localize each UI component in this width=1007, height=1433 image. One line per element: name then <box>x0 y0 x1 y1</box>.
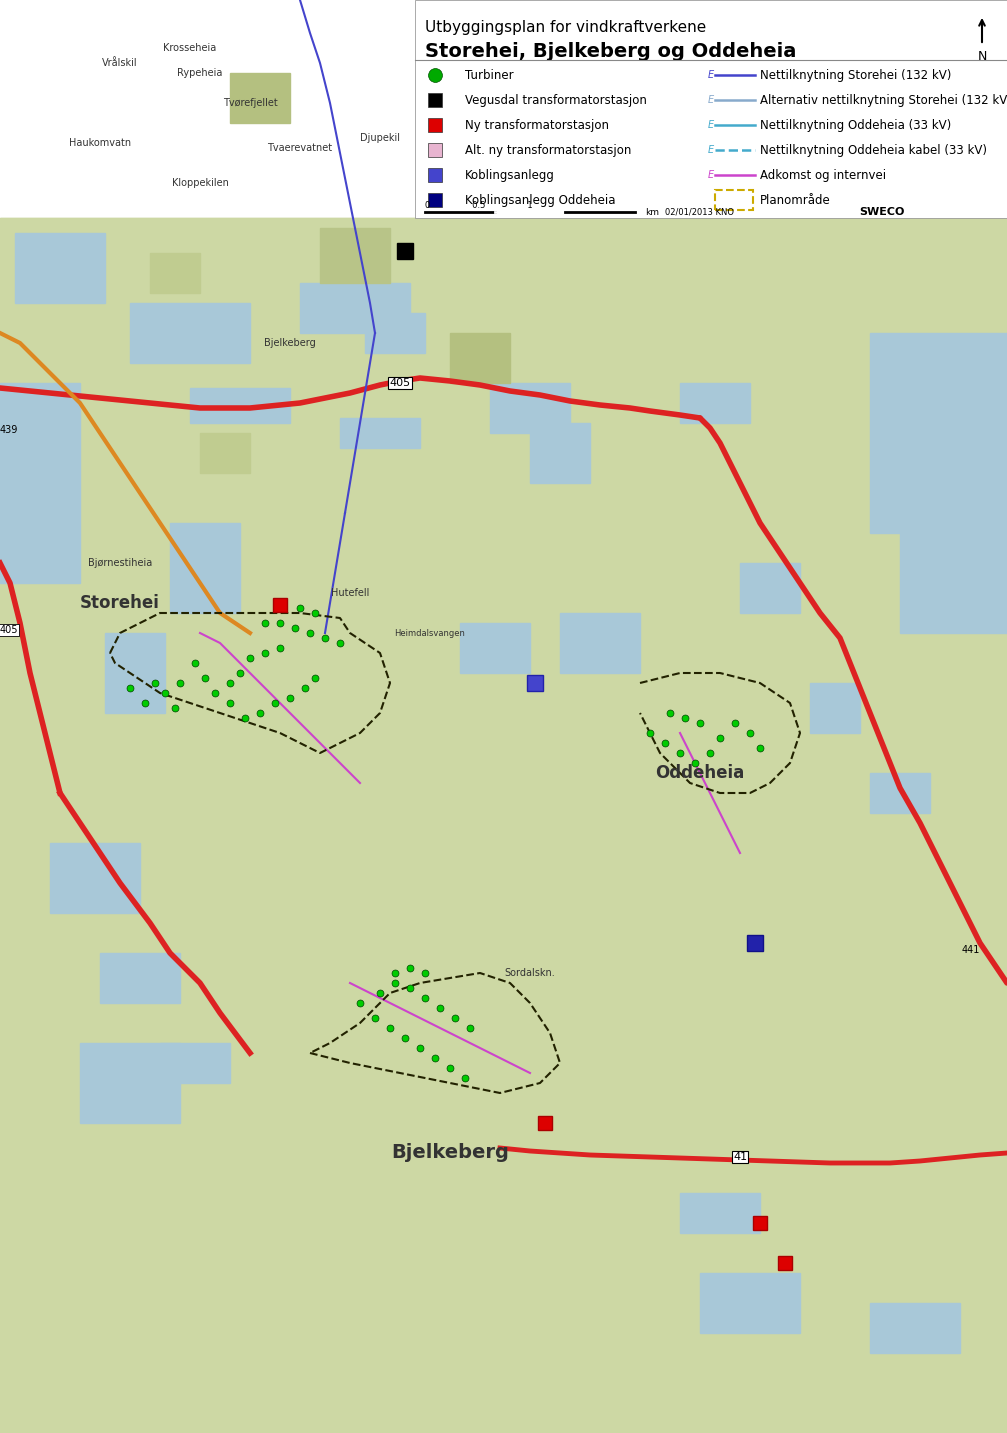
Bar <box>680 383 750 423</box>
Bar <box>753 1217 767 1230</box>
Bar <box>150 254 200 292</box>
Bar <box>80 1043 180 1123</box>
Text: Tvørefjellet: Tvørefjellet <box>223 97 277 107</box>
Bar <box>870 772 930 813</box>
Text: Vegusdal transformatorstasjon: Vegusdal transformatorstasjon <box>465 93 646 106</box>
Text: Rypeheia: Rypeheia <box>177 67 223 77</box>
Bar <box>740 563 800 613</box>
Bar <box>680 1194 760 1232</box>
Bar <box>428 118 442 132</box>
Text: E: E <box>708 70 714 80</box>
Bar <box>460 623 530 674</box>
Text: Bjelkeberg: Bjelkeberg <box>264 338 316 348</box>
Bar <box>778 1255 792 1270</box>
Text: E: E <box>708 95 714 105</box>
Text: Koblingsanlegg: Koblingsanlegg <box>465 169 555 182</box>
Bar <box>530 423 590 483</box>
Text: 41: 41 <box>733 1152 747 1162</box>
Bar <box>700 1273 800 1333</box>
Text: Krosseheia: Krosseheia <box>163 43 217 53</box>
Bar <box>810 684 860 734</box>
Text: 02/01/2013 KNO: 02/01/2013 KNO <box>665 208 734 216</box>
Text: 441: 441 <box>962 944 980 954</box>
Text: Ny transformatorstasjon: Ny transformatorstasjon <box>465 119 609 132</box>
Text: Tvaerevatnet: Tvaerevatnet <box>268 143 332 153</box>
Bar <box>190 388 290 423</box>
Text: E: E <box>708 120 714 130</box>
Text: Hutefell: Hutefell <box>331 588 370 598</box>
Bar <box>50 843 140 913</box>
Bar <box>428 143 442 158</box>
Bar <box>200 433 250 473</box>
Text: Utbyggingsplan for vindkraftverkene: Utbyggingsplan for vindkraftverkene <box>425 20 706 34</box>
Bar <box>490 383 570 433</box>
Text: Planområde: Planområde <box>760 193 831 206</box>
Text: Haukomvatn: Haukomvatn <box>68 138 131 148</box>
Bar <box>397 244 413 259</box>
Bar <box>300 282 410 332</box>
Bar <box>747 934 763 952</box>
Text: Storehei: Storehei <box>81 595 160 612</box>
Text: Adkomst og internvei: Adkomst og internvei <box>760 169 886 182</box>
Text: Alt. ny transformatorstasjon: Alt. ny transformatorstasjon <box>465 143 631 156</box>
Bar <box>527 675 543 691</box>
Bar <box>900 513 1007 633</box>
Text: Bjørnestiheia: Bjørnestiheia <box>88 557 152 567</box>
Text: Alternativ nettilknytning Storehei (132 kV): Alternativ nettilknytning Storehei (132 … <box>760 93 1007 106</box>
Text: Bjelkeberg: Bjelkeberg <box>391 1144 509 1162</box>
Bar <box>428 193 442 206</box>
Bar <box>428 168 442 182</box>
Bar <box>365 312 425 353</box>
Text: N: N <box>978 50 987 63</box>
Text: Djupekil: Djupekil <box>359 133 400 143</box>
Bar <box>0 218 1007 1433</box>
Bar <box>340 418 420 449</box>
Bar <box>100 953 180 1003</box>
Bar <box>870 1303 960 1353</box>
Text: Nettilknytning Oddeheia (33 kV): Nettilknytning Oddeheia (33 kV) <box>760 119 952 132</box>
Bar <box>15 234 105 302</box>
Text: Sordalskn.: Sordalskn. <box>505 969 556 977</box>
Text: 405: 405 <box>390 378 411 388</box>
Bar <box>230 73 290 123</box>
Bar <box>0 218 1007 1433</box>
Bar <box>170 523 240 613</box>
Text: E: E <box>708 171 714 181</box>
Bar <box>870 332 1007 533</box>
Text: Heimdalsvangen: Heimdalsvangen <box>395 629 465 638</box>
Bar <box>0 383 80 583</box>
Bar <box>715 191 753 211</box>
Text: SWECO: SWECO <box>860 206 905 216</box>
Text: km: km <box>645 208 659 216</box>
Bar <box>428 93 442 107</box>
Bar <box>105 633 165 714</box>
Bar <box>160 1043 230 1083</box>
Bar <box>320 228 390 282</box>
Text: Oddeheia: Oddeheia <box>656 764 744 782</box>
Text: Kloppekilen: Kloppekilen <box>171 178 229 188</box>
Text: Koblingsanlegg Oddeheia: Koblingsanlegg Oddeheia <box>465 193 615 206</box>
Text: 405: 405 <box>0 625 18 635</box>
Bar <box>415 0 1007 218</box>
Text: Nettilknytning Storehei (132 kV): Nettilknytning Storehei (132 kV) <box>760 69 952 82</box>
Text: 439: 439 <box>0 426 18 436</box>
Text: Storehei, Bjelkeberg og Oddeheia: Storehei, Bjelkeberg og Oddeheia <box>425 42 797 62</box>
Text: Nettilknytning Oddeheia kabel (33 kV): Nettilknytning Oddeheia kabel (33 kV) <box>760 143 987 156</box>
Bar <box>450 332 510 383</box>
Text: E: E <box>708 145 714 155</box>
Bar <box>560 613 640 674</box>
Bar <box>273 598 287 612</box>
Bar <box>130 302 250 363</box>
Text: Turbiner: Turbiner <box>465 69 514 82</box>
Text: 0                0.5                1: 0 0.5 1 <box>425 201 533 211</box>
Text: Vrålskil: Vrålskil <box>102 57 138 67</box>
Bar <box>538 1116 552 1131</box>
